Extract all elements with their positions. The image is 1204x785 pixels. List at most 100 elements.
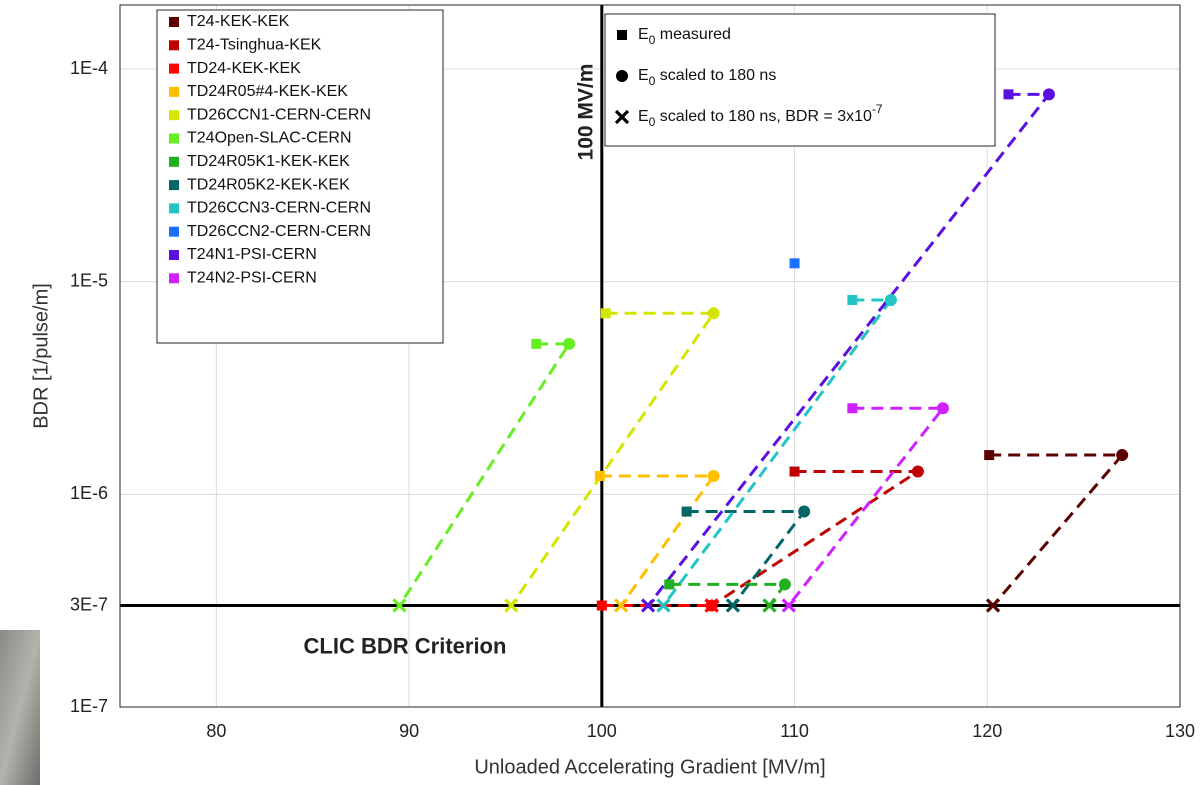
marker-x — [704, 598, 719, 613]
marker-circle — [707, 469, 720, 482]
marker-square — [984, 450, 995, 461]
x-tick-label: 90 — [399, 721, 419, 741]
marker-circle — [707, 307, 720, 320]
legend-label: T24Open-SLAC-CERN — [187, 130, 352, 147]
legend-swatch — [169, 63, 179, 74]
marker-circle — [563, 337, 576, 350]
legend-label: T24N2-PSI-CERN — [187, 270, 317, 287]
marker-x — [504, 598, 519, 613]
legend-swatch — [169, 250, 179, 260]
marker-x — [656, 598, 671, 613]
label-subscript: 0 — [649, 74, 656, 88]
photo-fragment — [0, 630, 40, 785]
reference-label: CLIC BDR Criterion — [304, 633, 507, 658]
label-superscript: -7 — [872, 102, 883, 116]
y-tick-label: 1E-5 — [70, 270, 108, 290]
legend-label: TD24-KEK-KEK — [187, 60, 301, 77]
label-text: measured — [655, 26, 731, 43]
marker-square — [789, 258, 800, 269]
x-tick-label: 110 — [780, 721, 809, 741]
label-text: scaled to 180 ns, BDR = 3x10 — [655, 108, 872, 125]
legend-label: TD26CCN3-CERN-CERN — [187, 200, 371, 217]
label-subscript: 0 — [649, 115, 656, 129]
legend-swatch — [169, 133, 179, 144]
legend-swatch — [169, 180, 179, 191]
legend-swatch — [169, 86, 179, 97]
legend-label: TD24R05K2-KEK-KEK — [187, 176, 350, 193]
marker-x — [614, 109, 630, 125]
legend-box — [156, 9, 444, 344]
marker-legend-box — [604, 13, 996, 147]
marker-circle — [778, 578, 791, 591]
marker-circle — [936, 402, 949, 415]
x-axis-label: Unloaded Accelerating Gradient [MV/m] — [474, 756, 825, 778]
marker-x — [640, 598, 656, 613]
y-tick-label: 1E-7 — [70, 696, 108, 716]
marker-square — [531, 338, 542, 349]
label-subscript: 0 — [649, 33, 656, 47]
series-line — [599, 474, 717, 607]
x-tick-label: 80 — [206, 721, 226, 741]
legend-swatch — [169, 226, 179, 237]
legend-label: T24-Tsinghua-KEK — [187, 37, 322, 54]
label-text: scaled to 180 ns — [655, 67, 776, 84]
label-base: E — [638, 108, 649, 125]
marker-x — [613, 598, 629, 613]
marker-circle — [1042, 88, 1055, 101]
legend: T24-KEK-KEK T24-Tsinghua-KEK TD24-KEK-KEK T… — [156, 9, 444, 344]
marker-square — [664, 579, 675, 590]
marker-circle — [798, 505, 811, 518]
marker-circle — [884, 294, 897, 307]
marker-legend-label: E0 scaled to 180 ns, BDR = 3x10-7 — [638, 102, 883, 129]
data-marks — [392, 88, 1129, 613]
marker-square — [1003, 89, 1014, 100]
marker-circle — [616, 70, 628, 82]
marker-square — [600, 308, 611, 319]
legend-label: TD26CCN1-CERN-CERN — [187, 106, 371, 123]
marker-square — [596, 600, 607, 611]
legend-swatch — [169, 17, 179, 27]
label-base: E — [638, 67, 649, 84]
marker-legend-label: E0 measured — [638, 26, 731, 47]
marker-x — [781, 598, 796, 613]
x-tick-label: 130 — [1165, 721, 1195, 741]
series-line — [398, 342, 572, 607]
reference-label: 100 MV/m — [574, 64, 597, 161]
marker-square — [617, 30, 627, 40]
marker-circle — [911, 465, 924, 478]
marker-x — [985, 598, 1001, 613]
legend-swatch — [169, 40, 179, 51]
x-tick-label: 120 — [972, 721, 1002, 741]
marker-square — [847, 403, 858, 414]
legend-swatch — [169, 203, 179, 214]
marker-x — [392, 598, 407, 613]
label-base: E — [638, 26, 649, 43]
legend-label: TD24R05#4-KEK-KEK — [187, 83, 348, 100]
series-line — [510, 311, 717, 607]
series-line — [787, 406, 947, 607]
x-tick-label: 100 — [587, 721, 617, 741]
marker-x — [762, 598, 777, 613]
series-line — [989, 453, 1126, 607]
y-axis-label: BDR [1/pulse/m] — [30, 283, 52, 429]
legend-swatch — [169, 156, 179, 167]
marker-x — [725, 598, 741, 613]
y-tick-label: 1E-6 — [70, 483, 108, 503]
plot-frame — [119, 4, 1181, 708]
legend-label: TD26CCN2-CERN-CERN — [187, 223, 371, 240]
y-tick-label: 3E-7 — [70, 594, 108, 614]
marker-square — [681, 506, 692, 517]
marker-circle — [1116, 449, 1129, 462]
marker-square — [789, 466, 800, 477]
marker-square — [847, 295, 858, 306]
marker-legend-label: E0 scaled to 180 ns — [638, 67, 776, 88]
y-tick-label: 1E-4 — [70, 58, 108, 78]
marker-square — [594, 470, 605, 481]
legend-label: T24-KEK-KEK — [187, 13, 290, 30]
legend-label: T24N1-PSI-CERN — [187, 246, 317, 263]
legend-label: TD24R05K1-KEK-KEK — [187, 153, 350, 170]
legend-swatch — [169, 110, 179, 121]
